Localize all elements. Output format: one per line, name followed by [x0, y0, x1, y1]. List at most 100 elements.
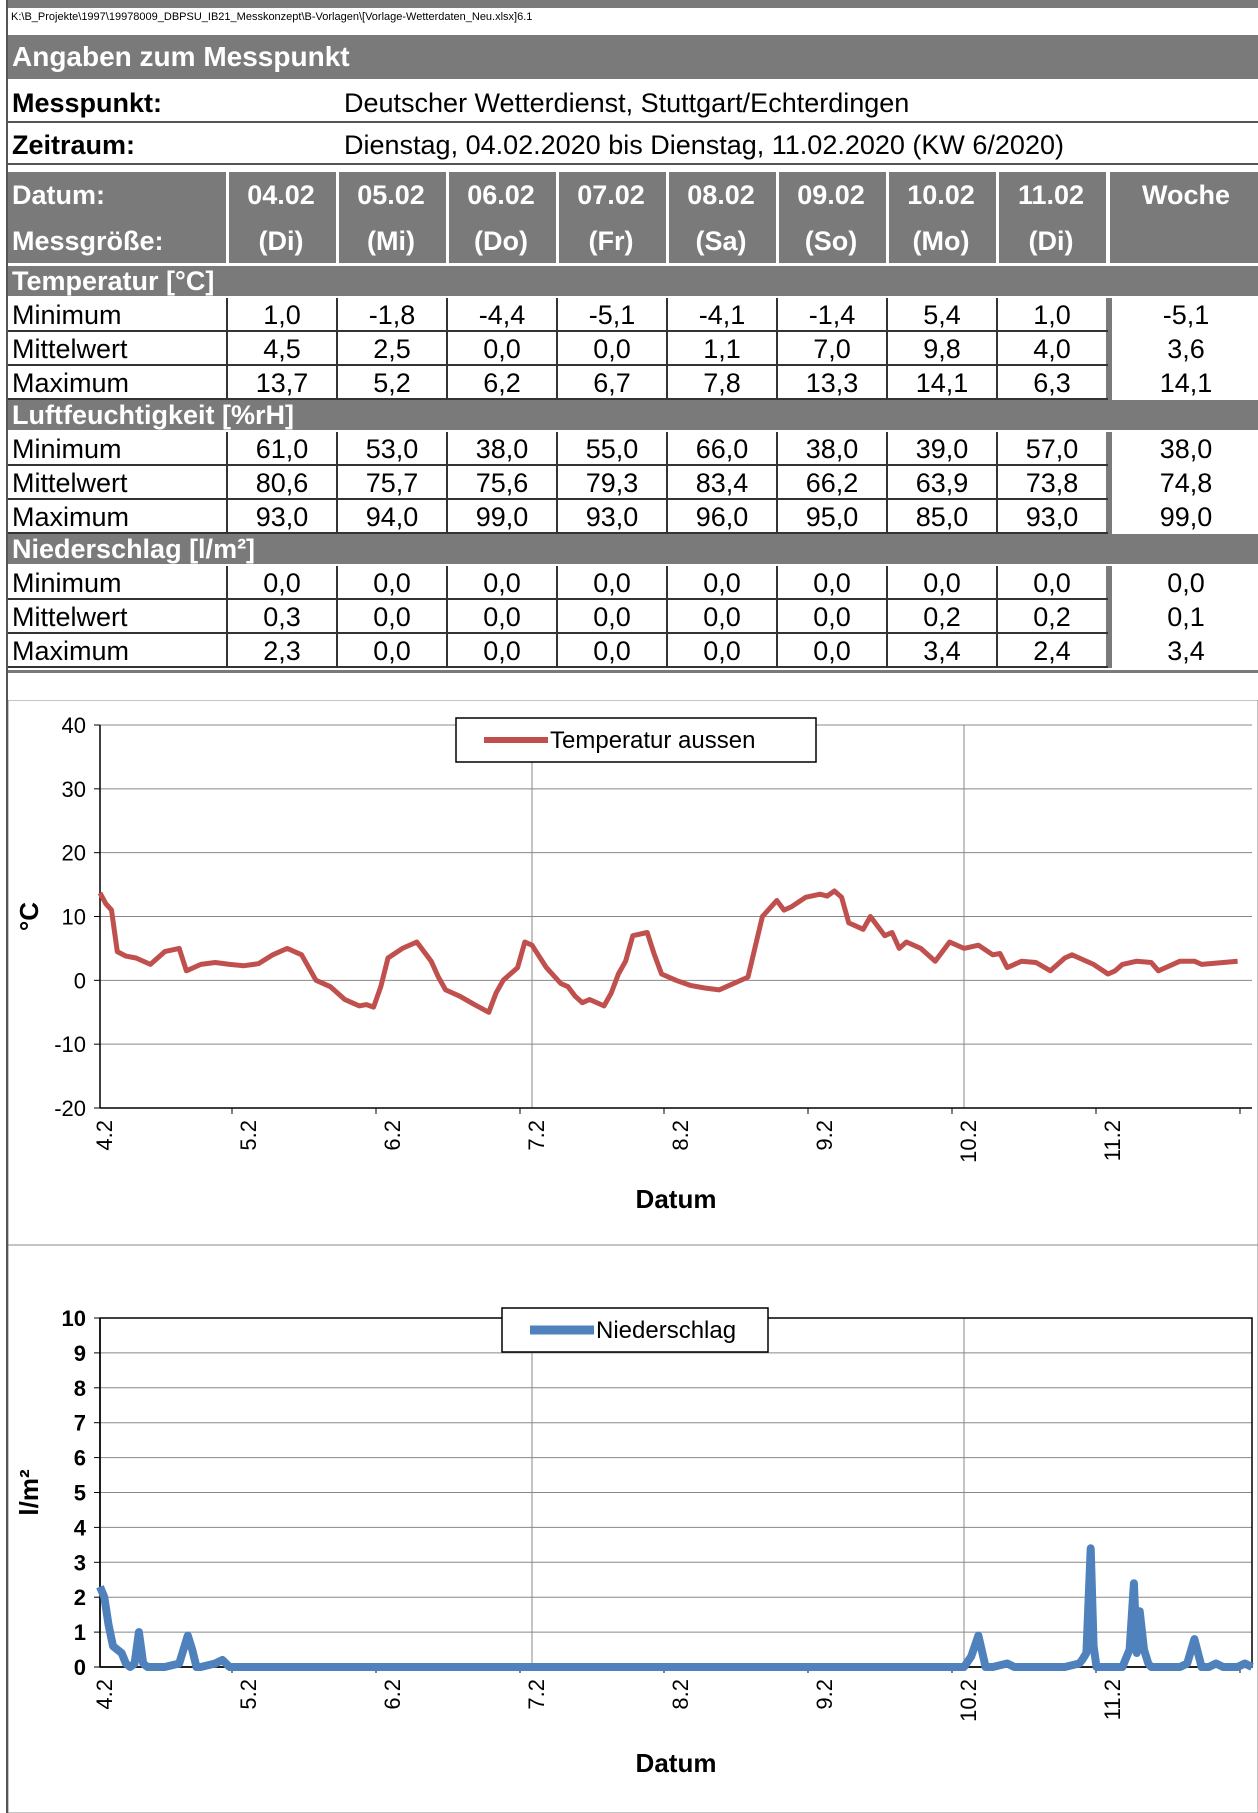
- table-cell: 2,3: [226, 634, 336, 668]
- x-tick-label: 7.2: [524, 1120, 549, 1151]
- table-cell: 2,4: [996, 634, 1106, 668]
- column-divider: [1106, 634, 1112, 668]
- table-cell: 63,9: [886, 466, 996, 500]
- row-label: Maximum: [12, 636, 130, 666]
- table-cell: 75,6: [446, 466, 556, 500]
- row-label: Mittelwert: [12, 334, 128, 364]
- column-divider: [1106, 172, 1110, 263]
- table-cell: 2,5: [336, 332, 446, 366]
- table-cell: 13,3: [776, 366, 886, 400]
- table-cell: 0,0: [996, 566, 1106, 600]
- spreadsheet-page: K:\B_Projekte\1997\19978009_DBPSU_IB21_M…: [6, 0, 1258, 1813]
- table-cell: 83,4: [666, 466, 776, 500]
- y-tick-label: -10: [54, 1032, 86, 1057]
- table-cell: 4,5: [226, 332, 336, 366]
- table-cell: 75,7: [336, 466, 446, 500]
- table-cell: 96,0: [666, 500, 776, 534]
- day-weekday-header: (Mo): [912, 226, 970, 256]
- row-divider: [8, 666, 1108, 668]
- x-tick-label: 6.2: [380, 1679, 405, 1710]
- table-cell: 85,0: [886, 500, 996, 534]
- file-path: K:\B_Projekte\1997\19978009_DBPSU_IB21_M…: [8, 0, 1258, 26]
- y-tick-label: 10: [62, 1306, 86, 1331]
- table-cell: 0,0: [666, 600, 776, 634]
- row-divider: [8, 598, 1108, 600]
- x-tick-label: 7.2: [524, 1679, 549, 1710]
- column-divider: [1106, 432, 1112, 466]
- table-cell: 95,0: [776, 500, 886, 534]
- section-header: Luftfeuchtigkeit [%rH]: [8, 400, 1258, 430]
- table-cell: 93,0: [996, 500, 1106, 534]
- table-cell: 0,0: [336, 566, 446, 600]
- week-cell: 38,0: [1159, 434, 1213, 464]
- table-cell: 53,0: [336, 432, 446, 466]
- y-tick-label: 6: [74, 1446, 86, 1471]
- table-row: Mittelwert 0,3 0,0 0,0 0,0 0,0 0,0 0,2 0,2 0,1: [8, 600, 1258, 634]
- row-divider: [8, 464, 1108, 466]
- week-cell: 74,8: [1159, 468, 1213, 498]
- x-tick-label: 5.2: [236, 1679, 261, 1710]
- table-cell: -1,8: [336, 298, 446, 332]
- table-cell: 0,0: [776, 600, 886, 634]
- row-divider: [8, 532, 1108, 534]
- table-row: Maximum 93,0 94,0 99,0 93,0 96,0 95,0 85,0 93,0 9…: [8, 500, 1258, 534]
- table-header: Datum: Messgröße: 04.02 (Di) 05.02 (Mi) 06.0…: [8, 172, 1258, 263]
- table-cell: 38,0: [446, 432, 556, 466]
- messpunkt-label: Messpunkt:: [12, 88, 163, 118]
- table-cell: 7,8: [666, 366, 776, 400]
- table-cell: 0,0: [226, 566, 336, 600]
- y-tick-label: 1: [74, 1620, 86, 1645]
- y-axis-title: °C: [14, 902, 44, 931]
- y-tick-label: 2: [74, 1585, 86, 1610]
- row-divider: [8, 398, 1108, 400]
- column-divider: [336, 172, 339, 263]
- day-date-header: 10.02: [907, 180, 975, 210]
- table-cell: -5,1: [556, 298, 666, 332]
- x-tick-label: 11.2: [1100, 1679, 1125, 1720]
- row-divider: [8, 632, 1108, 634]
- table-cell: 4,0: [996, 332, 1106, 366]
- week-cell: 3,4: [1167, 636, 1205, 666]
- table-row: Minimum 61,0 53,0 38,0 55,0 66,0 38,0 39,0 57,0 3…: [8, 432, 1258, 466]
- table-cell: 0,0: [556, 566, 666, 600]
- table-cell: 9,8: [886, 332, 996, 366]
- table-cell: 93,0: [556, 500, 666, 534]
- row-label: Minimum: [12, 434, 122, 464]
- table-cell: 66,2: [776, 466, 886, 500]
- legend-label: Temperatur aussen: [550, 727, 755, 754]
- week-cell: -5,1: [1162, 300, 1210, 330]
- messgroesse-header-label: Messgröße:: [12, 226, 164, 256]
- section-header: Temperatur [°C]: [8, 266, 1258, 296]
- day-date-header: 04.02: [247, 180, 315, 210]
- week-cell: 3,6: [1167, 334, 1205, 364]
- day-date-header: 08.02: [687, 180, 755, 210]
- row-divider: [8, 498, 1108, 500]
- legend-label: Niederschlag: [596, 1317, 736, 1344]
- y-tick-label: 7: [74, 1411, 86, 1436]
- day-date-header: 05.02: [357, 180, 425, 210]
- table-cell: 0,0: [776, 634, 886, 668]
- day-weekday-header: (Di): [1028, 226, 1074, 256]
- y-tick-label: 3: [74, 1550, 86, 1575]
- table-cell: 0,0: [446, 566, 556, 600]
- series-line: [96, 1544, 1254, 1671]
- table-cell: 13,7: [226, 366, 336, 400]
- series-line: [97, 888, 1238, 1015]
- day-weekday-header: (Fr): [588, 226, 634, 256]
- table-cell: 99,0: [446, 500, 556, 534]
- y-tick-label: 4: [74, 1515, 87, 1540]
- week-header-label: Woche: [1141, 180, 1230, 210]
- row-label: Maximum: [12, 368, 130, 398]
- day-weekday-header: (So): [804, 226, 858, 256]
- messpunkt-row: Messpunkt: Deutscher Wetterdienst, Stutt…: [8, 83, 1258, 123]
- table-cell: 55,0: [556, 432, 666, 466]
- section-header: Niederschlag [l/m²]: [8, 534, 1258, 564]
- column-divider: [1106, 332, 1112, 366]
- table-cell: 73,8: [996, 466, 1106, 500]
- page-title: Angaben zum Messpunkt: [8, 35, 1258, 79]
- day-date-header: 11.02: [1017, 180, 1085, 210]
- x-tick-label: 9.2: [812, 1120, 837, 1151]
- table-cell: 3,4: [886, 634, 996, 668]
- row-divider: [8, 330, 1108, 332]
